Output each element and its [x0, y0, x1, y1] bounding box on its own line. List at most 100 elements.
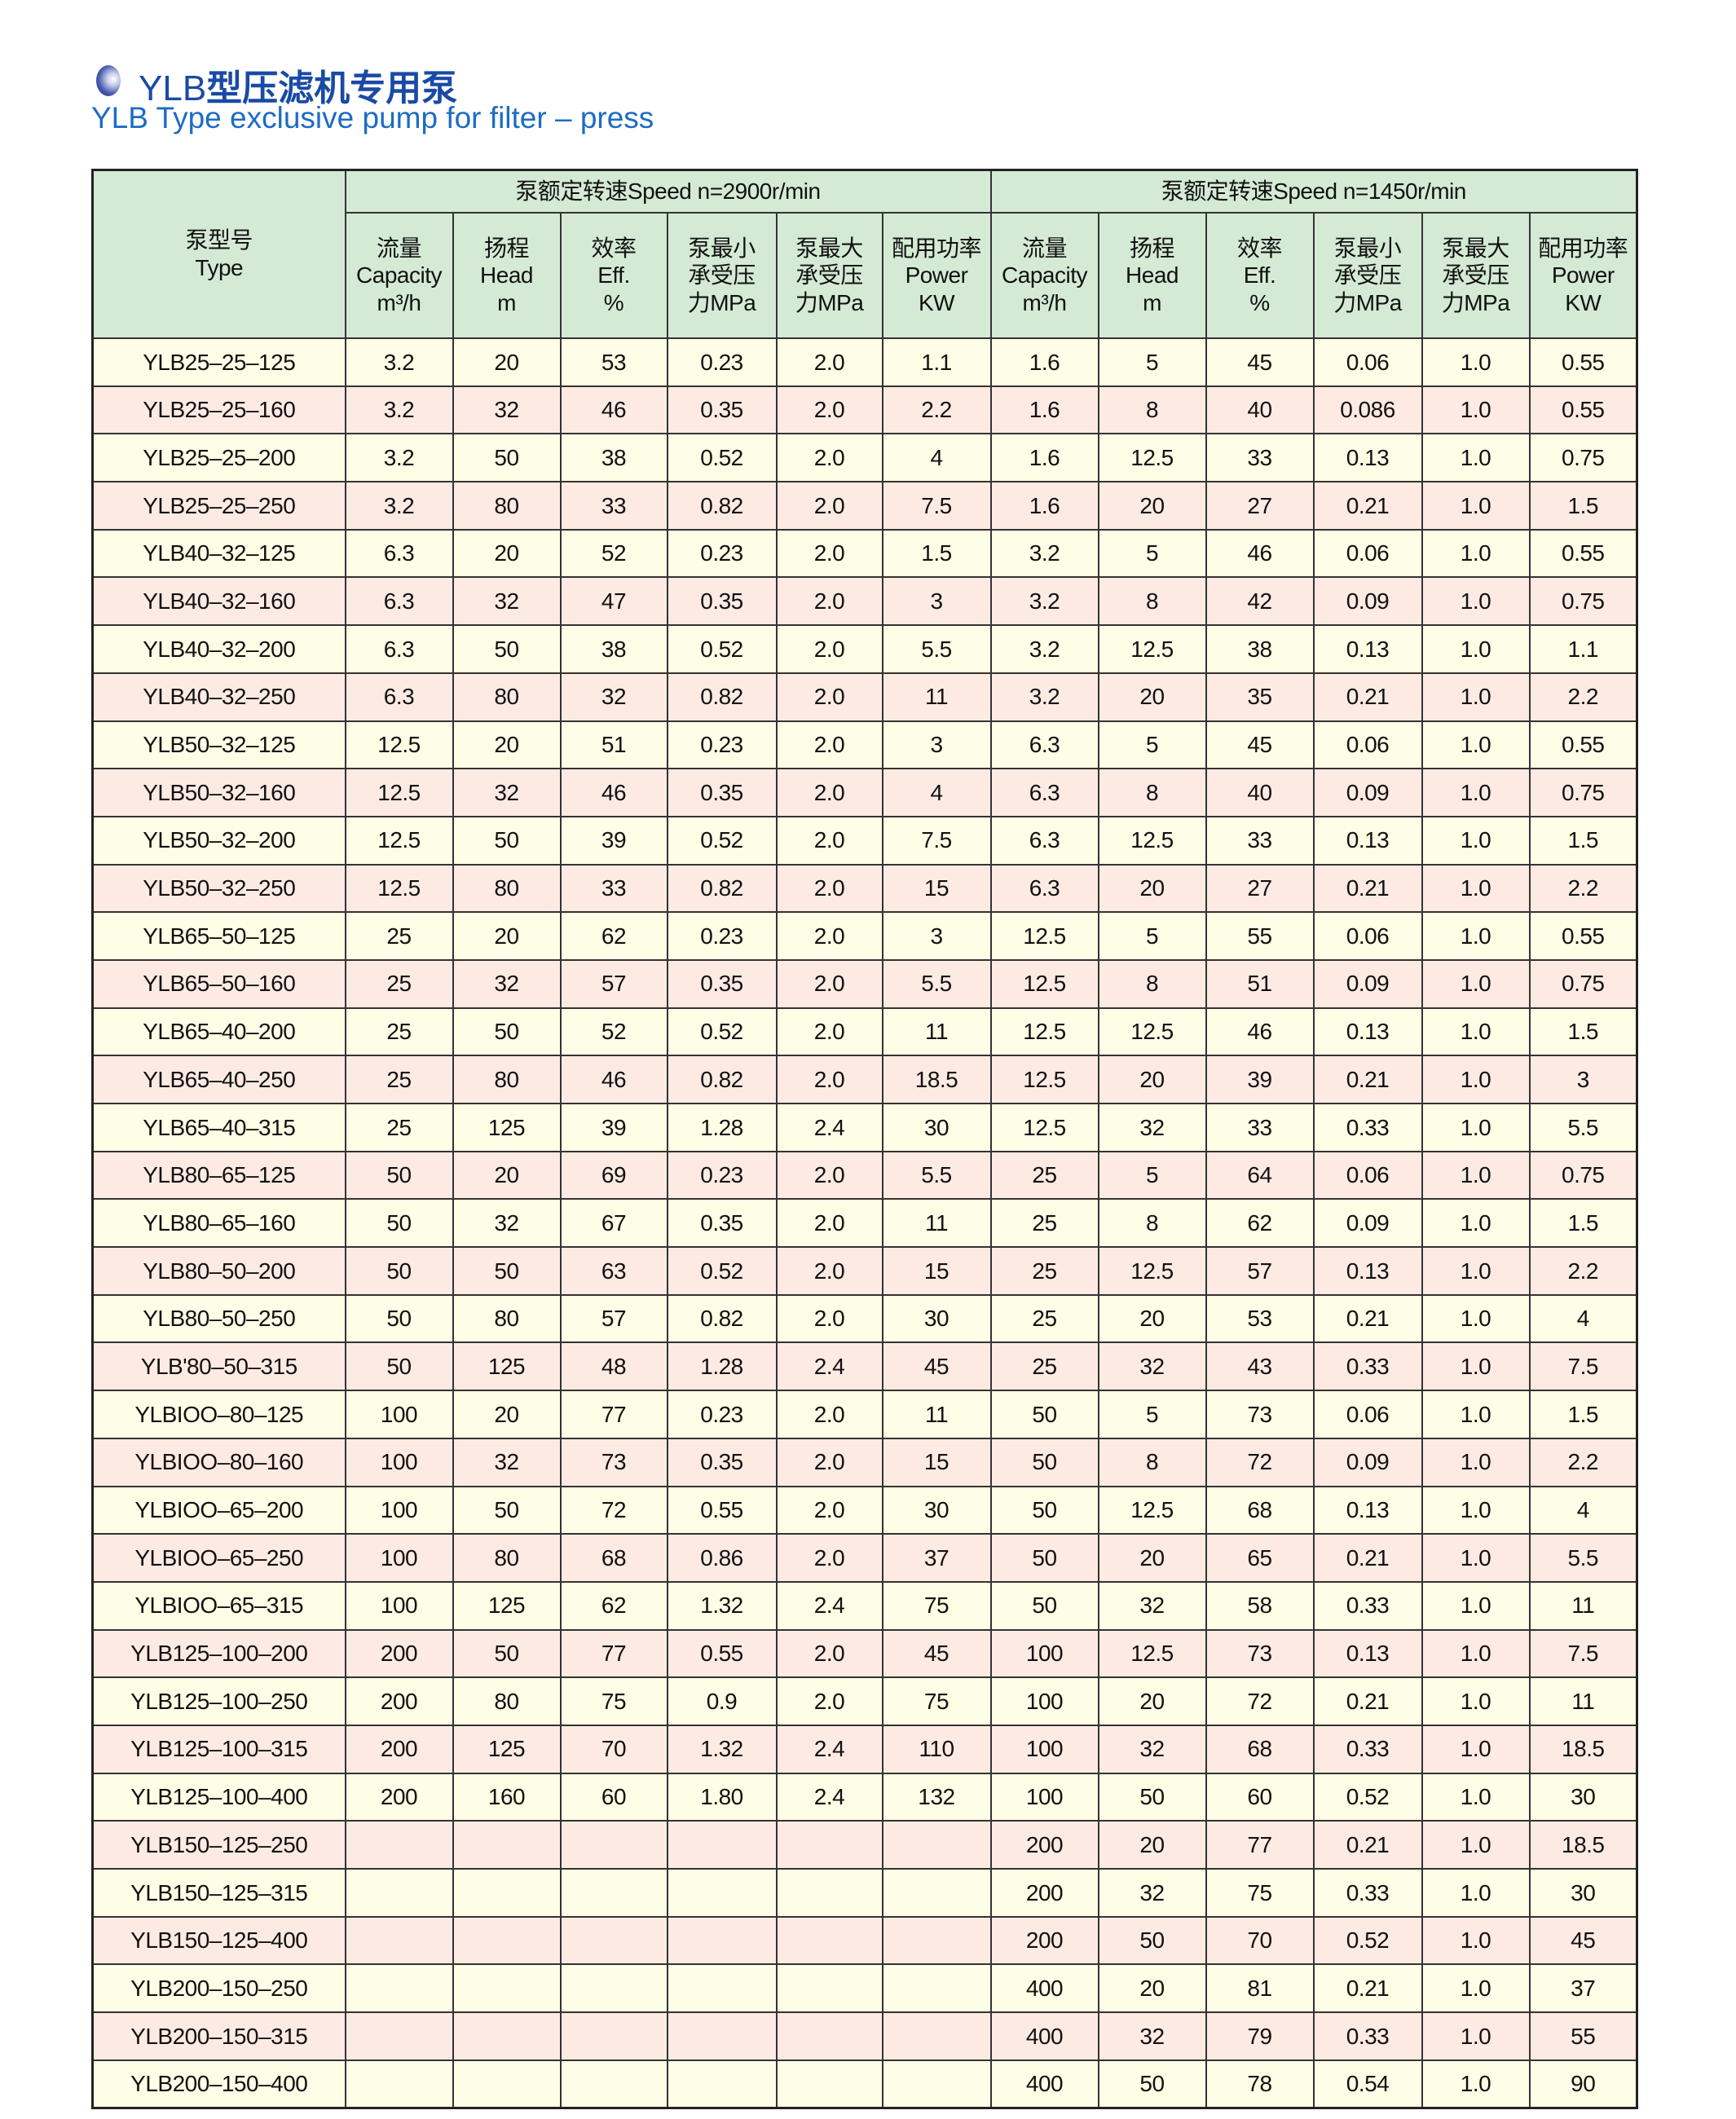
value-cell: 46 — [559, 1055, 668, 1104]
value-cell: 200 — [344, 1676, 454, 1726]
value-cell: 20 — [452, 720, 562, 770]
value-cell: 1.32 — [666, 1724, 778, 1774]
value-cell: 6.3 — [344, 624, 454, 674]
value-cell: 25 — [344, 1007, 454, 1057]
pump-type-cell: YLB80–65–160 — [91, 1198, 346, 1249]
value-cell: 11 — [1528, 1676, 1638, 1726]
value-cell: 5.5 — [881, 958, 992, 1009]
value-cell: 1.6 — [989, 385, 1099, 435]
pump-type-cell: YLB65–40–250 — [91, 1055, 346, 1104]
header-line: 力MPa — [687, 289, 756, 315]
value-cell: 2.0 — [775, 911, 883, 961]
value-cell: 51 — [1205, 958, 1315, 1009]
value-cell: 20 — [1097, 481, 1207, 531]
value-cell: 39 — [559, 1103, 668, 1152]
value-cell: 0.21 — [1312, 1055, 1423, 1104]
value-cell: 90 — [1528, 2059, 1638, 2109]
value-cell: 25 — [344, 911, 454, 961]
value-cell: 45 — [881, 1341, 992, 1392]
value-cell — [666, 2059, 778, 2109]
value-cell: 132 — [881, 1772, 992, 1822]
value-cell: 65 — [1205, 1533, 1315, 1583]
value-cell: 77 — [559, 1628, 668, 1679]
value-cell: 20 — [1097, 1676, 1207, 1726]
value-cell: 2.4 — [775, 1341, 883, 1392]
header-line: 流量 — [1021, 235, 1068, 261]
table-row: YLB40–32–250 6.3 80 32 0.82 2.0 11 3.2 20 35 0.21 1… — [91, 672, 1638, 722]
pump-spec-table: 泵型号 Type 泵额定转速Speed n=2900r/min 泵额定转速Speed … — [91, 169, 1638, 2110]
speed-group-header: 泵额定转速Speed n=2900r/min — [344, 169, 992, 214]
value-cell — [344, 2059, 454, 2109]
value-cell: 25 — [344, 1055, 454, 1104]
pump-type-cell: YLB200–150–250 — [91, 1963, 346, 2014]
value-cell: 50 — [452, 433, 562, 483]
value-cell: 48 — [559, 1341, 668, 1392]
value-cell: 33 — [559, 481, 668, 531]
pump-type-cell: YLB65–50–160 — [91, 958, 346, 1009]
value-cell: 12.5 — [989, 1007, 1099, 1057]
value-cell: 12.5 — [989, 1103, 1099, 1152]
value-cell: 40 — [1205, 768, 1315, 817]
value-cell: 15 — [881, 1246, 992, 1296]
value-cell: 72 — [1205, 1437, 1315, 1487]
value-cell — [452, 1963, 562, 2014]
column-header: 泵最小 承受压 力MPa — [666, 212, 778, 339]
value-cell: 1.0 — [1421, 1580, 1531, 1631]
value-cell: 5 — [1097, 720, 1207, 770]
header-line: 流量 — [376, 235, 422, 261]
column-header: 泵最大 承受压 力MPa — [1421, 212, 1531, 339]
pump-type-cell: YLB50–32–200 — [91, 815, 346, 866]
value-cell: 32 — [452, 1437, 562, 1487]
value-cell: 70 — [1205, 1915, 1315, 1966]
value-cell: 0.086 — [1312, 385, 1423, 435]
value-cell: 6.3 — [344, 576, 454, 627]
value-cell: 25 — [344, 1103, 454, 1152]
value-cell: 0.82 — [666, 1293, 778, 1344]
value-cell: 50 — [344, 1293, 454, 1344]
pump-type-cell: YLB50–32–160 — [91, 768, 346, 817]
value-cell — [881, 1915, 992, 1966]
header-row-groups: 泵型号 Type 泵额定转速Speed n=2900r/min 泵额定转速Speed … — [91, 169, 1638, 339]
pump-type-cell: YLB150–125–250 — [91, 1820, 346, 1870]
value-cell: 32 — [1097, 1341, 1207, 1392]
value-cell: 0.13 — [1312, 1007, 1423, 1057]
value-cell: 1.32 — [666, 1580, 778, 1631]
value-cell: 33 — [1205, 815, 1315, 866]
header-line: 效率 — [1236, 235, 1283, 261]
value-cell — [344, 1963, 454, 2014]
value-cell: 0.75 — [1528, 768, 1638, 817]
header-line: 配用功率 — [891, 235, 982, 261]
value-cell: 45 — [1528, 1915, 1638, 1966]
value-cell: 2.2 — [1528, 1437, 1638, 1487]
value-cell: 3 — [881, 911, 992, 961]
value-cell — [452, 2059, 562, 2109]
value-cell: 0.13 — [1312, 1246, 1423, 1296]
header-line: 泵最大 — [1442, 235, 1509, 261]
value-cell: 0.52 — [666, 1246, 778, 1296]
value-cell: 38 — [559, 624, 668, 674]
value-cell: 0.06 — [1312, 720, 1423, 770]
value-cell — [452, 1915, 562, 1966]
header-line: Capacity — [1002, 262, 1087, 289]
value-cell: 55 — [1205, 911, 1315, 961]
value-cell: 32 — [559, 672, 668, 722]
table-row: YLB200–150–400 400 50 78 0.54 1.0 90 — [91, 2059, 1638, 2109]
header-line: 扬程 — [1129, 235, 1175, 261]
value-cell: 1.28 — [666, 1341, 778, 1392]
value-cell: 27 — [1205, 863, 1315, 914]
value-cell: 8 — [1097, 1198, 1207, 1249]
value-cell: 2.0 — [775, 958, 883, 1009]
sphere-bullet-icon — [96, 65, 121, 96]
value-cell: 0.35 — [666, 385, 778, 435]
value-cell — [344, 2011, 454, 2061]
header-line: 承受压 — [1333, 262, 1402, 289]
value-cell: 200 — [344, 1772, 454, 1822]
value-cell: 12.5 — [1097, 624, 1207, 674]
column-header: 效率 Eff.% — [1205, 212, 1315, 339]
value-cell: 75 — [881, 1676, 992, 1726]
value-cell — [666, 1868, 778, 1918]
value-cell: 2.0 — [775, 576, 883, 627]
value-cell: 1.80 — [666, 1772, 778, 1822]
value-cell: 50 — [344, 1150, 454, 1200]
value-cell: 100 — [989, 1772, 1099, 1822]
